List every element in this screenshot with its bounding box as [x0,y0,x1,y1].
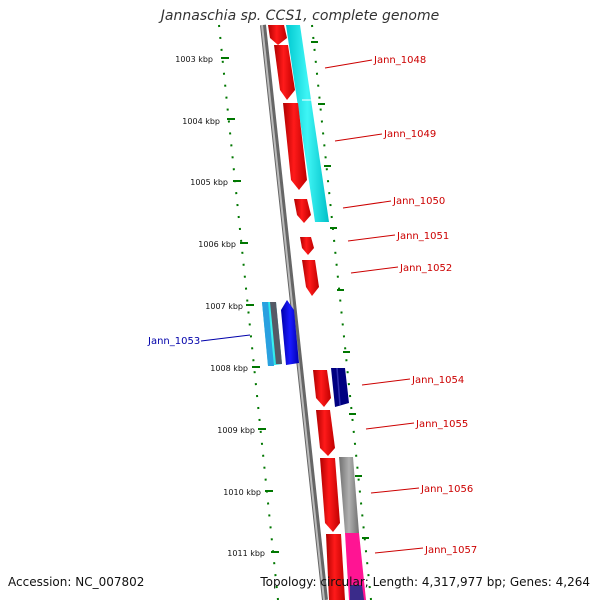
gene-jann-1052[interactable] [302,260,319,296]
topology-text: Topology: circular; Length: 4,317,977 bp… [260,575,590,589]
kbp-label-1004: 1004 kbp [182,117,220,126]
label-jann-1054[interactable]: Jann_1054 [411,375,464,386]
cyan-feature-band [286,25,329,222]
kbp-label-1010: 1010 kbp [223,488,261,497]
ruler-ticks-right [311,41,369,539]
gene-jann-1055[interactable] [316,410,335,456]
gene-jann-1051[interactable] [300,237,314,255]
gene-jann-1050[interactable] [294,199,311,223]
kbp-label-1007: 1007 kbp [205,302,243,311]
gene-jann-1056[interactable] [320,458,340,532]
gene-jann-1054[interactable] [313,370,331,407]
label-jann-1057[interactable]: Jann_1057 [424,545,477,556]
gene-jann-1048[interactable] [274,45,295,100]
ruler-ticks-left [221,57,279,553]
magenta-feature [345,533,366,600]
ruler-left [218,24,279,600]
gene-jann-1057[interactable] [326,534,345,600]
gray-feature [339,457,359,533]
kbp-label-1006: 1006 kbp [198,240,236,249]
label-jann-1050[interactable]: Jann_1050 [392,196,445,207]
label-jann-1051[interactable]: Jann_1051 [396,231,449,242]
kbp-label-1003: 1003 kbp [175,55,213,64]
gene-jann-1054-partner[interactable] [331,367,349,407]
kbp-label-1011: 1011 kbp [227,549,265,558]
label-jann-1049[interactable]: Jann_1049 [383,129,436,140]
label-jann-1055[interactable]: Jann_1055 [415,419,468,430]
label-jann-1053[interactable]: Jann_1053 [147,336,200,347]
leader-line-blue [200,334,251,342]
ruler-right [311,24,372,600]
genome-title: Jannaschia sp. CCS1, complete genome [160,8,440,24]
kbp-label-1009: 1009 kbp [217,426,255,435]
gene-jann-1053[interactable] [262,300,299,366]
leader-lines-red [324,59,424,554]
kbp-label-1005: 1005 kbp [190,178,228,187]
accession-text: Accession: NC_007802 [8,575,145,589]
gene-jann-1049[interactable] [283,103,307,190]
label-jann-1052[interactable]: Jann_1052 [399,263,452,274]
label-jann-1048[interactable]: Jann_1048 [373,55,426,66]
gene-jann-1047[interactable] [268,25,287,45]
label-jann-1056[interactable]: Jann_1056 [420,484,473,495]
kbp-label-1008: 1008 kbp [210,364,248,373]
